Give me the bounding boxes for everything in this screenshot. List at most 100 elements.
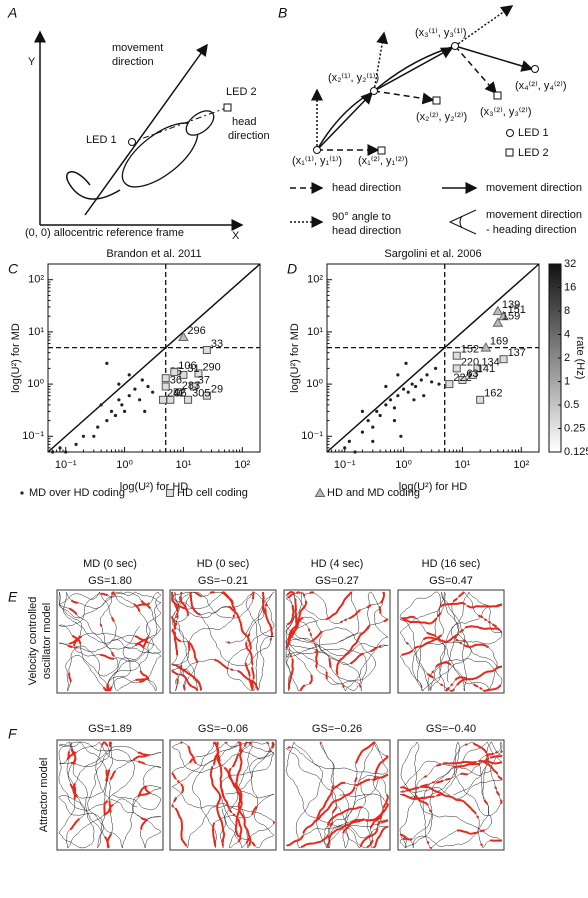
x-tick-label: 10²: [234, 459, 250, 471]
legend-label: LED 2: [518, 147, 549, 159]
dot-point: [109, 409, 114, 413]
dot-point: [422, 394, 426, 398]
square-point: [166, 489, 174, 497]
colorbar-cell: [549, 307, 561, 312]
colorbar-cell: [549, 301, 561, 306]
colorbar-tick-label: 0.125: [564, 446, 588, 458]
colorbar-cell: [549, 395, 561, 400]
colorbar-cell: [549, 448, 561, 453]
square-point: [161, 382, 170, 391]
colorbar-cell: [549, 439, 561, 444]
dot-point: [433, 366, 438, 370]
colorbar-cell: [549, 405, 561, 409]
dot-point: [419, 378, 423, 382]
led2: [432, 96, 441, 105]
colorbar-cell: [549, 361, 561, 365]
colorbar-cell: [549, 414, 561, 419]
colorbar-tick-label: 2: [564, 352, 570, 364]
gridness-score: GS=−0.40: [426, 723, 476, 735]
column-title: HD (0 sec): [197, 558, 250, 570]
colorbar-cell: [549, 373, 561, 378]
colorbar-tick-label: 32: [564, 258, 576, 270]
point-label: 296: [187, 325, 205, 337]
y-axis-label: log(U²) for MD: [10, 323, 22, 393]
y-tick-label: 10²: [307, 274, 323, 286]
colorbar-cell: [549, 339, 561, 343]
legend-label: head direction: [332, 182, 401, 194]
spikes: [171, 741, 275, 847]
colorbar-cell: [549, 376, 561, 381]
dot-point: [410, 382, 414, 386]
point-label: 222: [453, 372, 471, 384]
dot-point: [74, 442, 78, 446]
arena: [397, 589, 505, 694]
dot-point: [146, 384, 150, 389]
panel-letter: E: [8, 589, 18, 605]
gridness-score: GS=0.47: [429, 575, 473, 587]
colorbar-cell: [549, 342, 561, 346]
colorbar-cell: [549, 354, 561, 359]
colorbar-tick-label: 0.5: [564, 399, 579, 411]
dot-point: [371, 425, 375, 429]
colorbar-cell: [549, 436, 561, 440]
colorbar-cell: [549, 298, 561, 303]
legend-marker: [459, 215, 463, 229]
colorbar-cell: [549, 270, 561, 274]
dot-point: [347, 439, 351, 443]
dot-point: [360, 430, 365, 434]
colorbar-cell: [549, 426, 561, 431]
dot-point: [375, 409, 379, 413]
dot-point: [425, 373, 429, 377]
dot-point: [437, 382, 441, 386]
led1: [313, 146, 321, 154]
square-point: [170, 368, 179, 377]
x-tick-label: 10¹: [175, 459, 191, 471]
triangle-point: [492, 317, 504, 327]
legend-label: head direction: [332, 225, 401, 237]
colorbar-cell: [549, 411, 561, 415]
dot-point: [120, 403, 124, 407]
axis-label: Y: [28, 56, 36, 68]
colorbar-cell: [549, 392, 561, 397]
charts: C Brandon et al. 2011 log(U²) for HD log(U²…: [8, 248, 588, 499]
square-point: [161, 374, 170, 383]
triangle-point: [314, 487, 326, 497]
panel-b: B (x₁⁽¹⁾, y₁⁽¹⁾) (x₁⁽²⁾, y₁⁽²⁾) (x₂⁽¹⁾, …: [278, 5, 582, 237]
spikes: [67, 591, 152, 692]
point-label: (x₂⁽²⁾, y₂⁽²⁾): [416, 111, 467, 123]
y-axis-label: log(U²) for MD: [289, 323, 301, 393]
dot-point: [388, 398, 393, 402]
point-label: 33: [211, 338, 223, 350]
led1: [451, 42, 459, 50]
x-axis-label: log(U²) for HD: [399, 481, 468, 493]
point-label: (x₁⁽²⁾, y₁⁽²⁾): [358, 155, 408, 167]
point-label: 169: [490, 336, 508, 348]
legend-label: HD and MD coding: [327, 487, 420, 499]
dot-point: [105, 418, 109, 423]
square-point: [468, 370, 477, 379]
dot-point: [404, 361, 408, 365]
scatter-chart: D Sargolini et al. 2006 log(U²) for HD log(…: [287, 248, 588, 493]
spikes: [286, 741, 389, 849]
identity-line: [47, 263, 261, 453]
square-point: [194, 369, 203, 378]
dot-point: [430, 380, 434, 384]
legend-label: HD cell coding: [177, 487, 248, 499]
chart-title: Sargolini et al. 2006: [384, 248, 481, 260]
dot-point: [117, 398, 121, 402]
arena: [283, 589, 391, 694]
panel-letter: B: [278, 5, 287, 21]
dot-point: [384, 384, 388, 389]
legend-marker: [448, 209, 477, 235]
square-point: [189, 382, 198, 391]
point-label: 63: [466, 368, 478, 380]
square-point: [452, 351, 461, 360]
arena: [169, 739, 277, 851]
y-tick-label: 10⁻¹: [301, 430, 323, 442]
colorbar-cell: [549, 348, 561, 353]
gridness-score: GS=1.89: [88, 723, 132, 735]
led2: [223, 103, 232, 112]
dot-point: [113, 413, 118, 418]
dot-point: [137, 398, 142, 402]
square-point: [184, 395, 193, 404]
